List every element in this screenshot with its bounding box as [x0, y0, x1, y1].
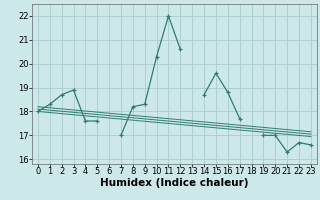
X-axis label: Humidex (Indice chaleur): Humidex (Indice chaleur) [100, 178, 249, 188]
